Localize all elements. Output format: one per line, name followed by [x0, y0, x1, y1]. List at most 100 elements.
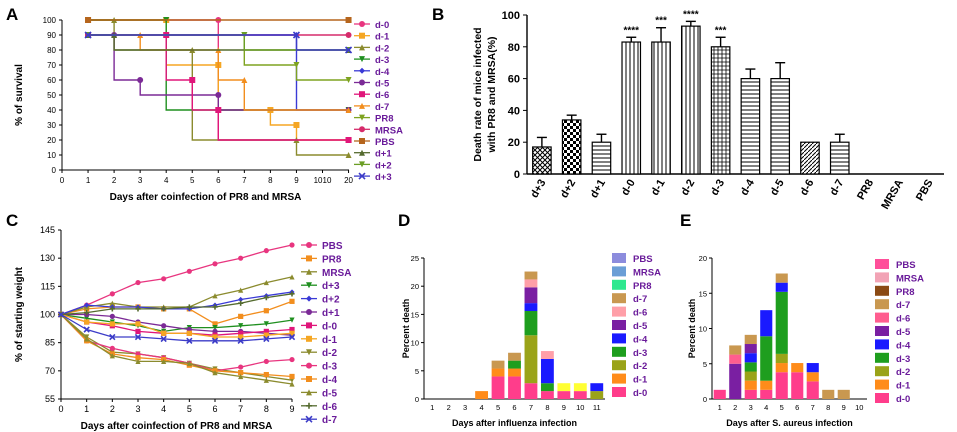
legend-label: d-6	[322, 402, 337, 413]
weight-point	[109, 353, 115, 359]
legend-label: d-3	[322, 362, 337, 373]
y-tick-label: 5	[703, 360, 707, 369]
weight-line	[60, 313, 293, 338]
x-tick-label: d-7	[828, 178, 847, 198]
weight-point	[263, 279, 269, 286]
weight-point	[289, 373, 295, 380]
weight-point	[109, 333, 116, 341]
legend-marker	[306, 268, 312, 275]
survival-point	[137, 77, 144, 83]
bar	[740, 77, 761, 175]
weight-line	[60, 276, 293, 316]
stacked-segment	[760, 310, 773, 337]
weight-point	[161, 358, 167, 365]
x-tick-label: 2	[112, 176, 117, 185]
legend-swatch	[875, 379, 889, 390]
x-tick-label: 9	[289, 404, 294, 414]
y-tick-label: 15	[411, 310, 419, 319]
y-tick-label: 60	[47, 76, 56, 85]
weight-point	[289, 330, 295, 336]
x-tick-label: d-6	[798, 178, 817, 198]
legend-swatch	[612, 266, 626, 277]
legend-label: d-7	[633, 294, 647, 305]
legend-label: d-0	[896, 394, 910, 405]
y-tick-label: 40	[47, 106, 56, 115]
weight-point	[134, 333, 142, 341]
weight-point	[263, 248, 269, 254]
survival-point	[345, 137, 352, 143]
legend-label: PBS	[322, 241, 343, 252]
y-tick-label: 5	[415, 367, 419, 376]
weight-point	[161, 276, 167, 282]
x-tick-label: 0	[58, 404, 63, 414]
stacked-segment	[540, 391, 554, 399]
stacked-segment	[744, 353, 757, 363]
y-tick-label: 10	[411, 339, 419, 348]
stacked-segment	[713, 389, 726, 399]
legend-marker	[306, 255, 312, 262]
legend-label: PR8	[375, 114, 393, 125]
survival-point	[293, 122, 300, 128]
x-tick-label: d-5	[768, 178, 787, 198]
legend-label: d-6	[896, 314, 910, 325]
weight-point	[135, 358, 141, 365]
weight-point	[238, 287, 244, 293]
legend-marker	[305, 415, 313, 423]
x-tick-label: 4	[164, 176, 169, 185]
legend-label: d-7	[375, 102, 389, 113]
stacked-segment	[508, 352, 521, 361]
legend-label: d-4	[633, 334, 648, 345]
stacked-segment	[760, 380, 773, 390]
legend-marker	[306, 349, 312, 356]
weight-point	[212, 334, 218, 340]
stacked-segment	[806, 363, 819, 373]
x-tick-label: 6	[512, 403, 516, 412]
weight-point	[84, 319, 90, 325]
stacked-segment	[491, 376, 505, 399]
legend-swatch	[875, 299, 889, 310]
x-tick-label: 9	[562, 403, 566, 412]
x-axis-label: Days after S. aureus infection	[726, 418, 853, 428]
weight-point	[160, 335, 167, 343]
weight-point	[161, 306, 167, 312]
x-tick-label: 8	[264, 404, 269, 414]
stacked-segment	[508, 376, 521, 399]
weight-point	[289, 298, 295, 304]
legend-swatch	[875, 366, 889, 377]
x-tick-label: 10	[576, 403, 584, 412]
weight-point	[109, 321, 115, 327]
y-tick-label: 100	[43, 16, 57, 25]
survival-point	[241, 77, 248, 83]
y-tick-label: 80	[508, 42, 520, 54]
legend-marker	[359, 91, 365, 98]
stacked-segment	[822, 389, 835, 399]
weight-point	[238, 330, 244, 336]
weight-point	[263, 308, 269, 314]
weight-point	[289, 317, 295, 323]
legend-marker	[306, 389, 312, 396]
weight-point	[289, 242, 295, 248]
legend-marker	[359, 67, 365, 74]
weight-point	[84, 336, 90, 342]
stacked-segment	[744, 362, 757, 372]
legend-label: d-2	[375, 43, 389, 54]
weight-point	[263, 295, 269, 301]
weight-point	[186, 268, 192, 274]
legend-swatch	[875, 326, 889, 336]
legend-label: d-2	[322, 348, 337, 359]
legend-label: d-2	[896, 367, 910, 378]
stacked-segment	[590, 383, 604, 392]
legend-marker	[306, 282, 312, 289]
y-axis-label: % of survival	[14, 64, 25, 126]
y-tick-label: 20	[47, 136, 56, 145]
x-tick-label: d-0	[619, 178, 638, 198]
x-tick-label: 5	[187, 404, 192, 414]
weight-point	[57, 311, 65, 318]
legend-label: MRSA	[633, 267, 661, 278]
y-tick-label: 130	[40, 253, 55, 263]
legend-marker	[359, 56, 365, 63]
weight-point	[109, 306, 115, 312]
legend-marker	[306, 322, 312, 329]
survival-point	[292, 31, 301, 39]
